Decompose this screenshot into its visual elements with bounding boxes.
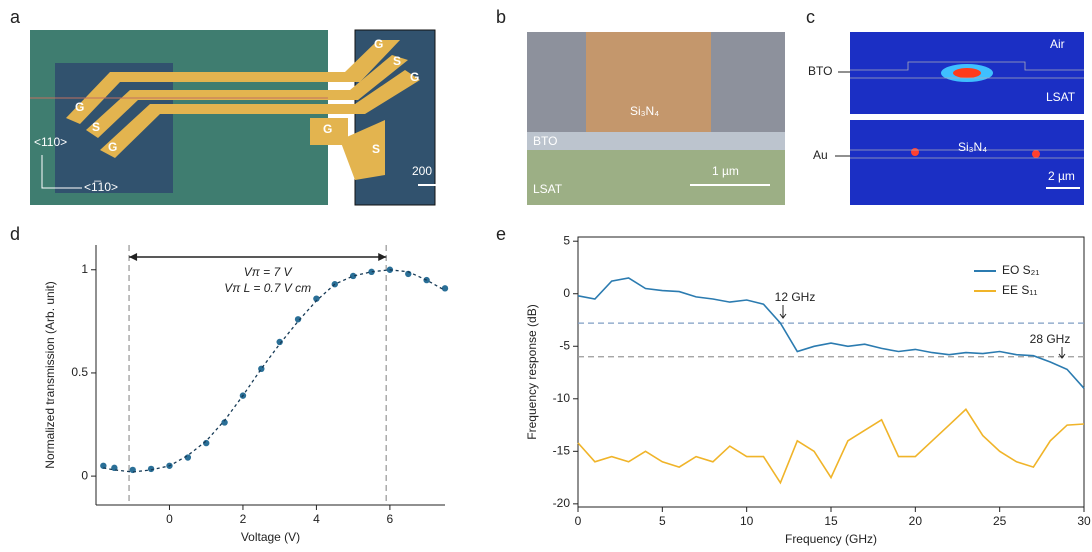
panel-letter: d xyxy=(10,224,20,244)
panel-letter: c xyxy=(806,7,815,27)
x-tick-label: 4 xyxy=(313,512,320,526)
mode-field xyxy=(953,68,981,78)
pad-label: S xyxy=(92,120,100,134)
material-label: LSAT xyxy=(1046,90,1076,104)
scale-label: 2 µm xyxy=(1048,169,1075,183)
field-hotspot xyxy=(911,148,919,156)
x-tick-label: 0 xyxy=(575,514,582,528)
material-label: Si₃N₄ xyxy=(630,104,659,118)
material-label: BTO xyxy=(808,64,832,78)
field-hotspot xyxy=(1032,150,1040,158)
y-tick-label: -5 xyxy=(559,338,570,352)
pad-label: G xyxy=(75,100,84,114)
figure: a G S G G S G G S <110> <1̅10> 200 µm b … xyxy=(0,0,1092,547)
data-point xyxy=(185,454,191,460)
field-plot xyxy=(850,120,1084,205)
material-label: LSAT xyxy=(533,182,563,196)
scale-label: 1 µm xyxy=(712,164,739,178)
pad-label: G xyxy=(374,37,383,51)
series-line xyxy=(103,270,445,472)
lsat-substrate xyxy=(527,150,785,205)
panel-letter: a xyxy=(10,7,21,27)
legend-label: EO S₂₁ xyxy=(1002,263,1039,277)
x-tick-label: 10 xyxy=(740,514,754,528)
material-label: Si₃N₄ xyxy=(958,140,987,154)
x-axis-label: Frequency (GHz) xyxy=(785,532,877,546)
x-tick-label: 5 xyxy=(659,514,666,528)
pad-label: G xyxy=(108,140,117,154)
x-tick-label: 20 xyxy=(909,514,923,528)
annotation: 28 GHz xyxy=(1030,332,1071,346)
annotation-arrow xyxy=(780,305,786,318)
series-line xyxy=(578,409,1084,483)
bto-layer xyxy=(527,132,785,150)
plot-frame xyxy=(578,237,1084,507)
y-tick-label: -15 xyxy=(553,443,571,457)
y-tick-label: 5 xyxy=(563,233,570,247)
y-tick-label: 0 xyxy=(563,286,570,300)
y-axis-label: Frequency response (dB) xyxy=(525,304,539,439)
x-tick-label: 2 xyxy=(240,512,247,526)
x-axis-label: Voltage (V) xyxy=(241,530,300,544)
x-tick-label: 0 xyxy=(166,512,173,526)
y-tick-label: -10 xyxy=(553,391,571,405)
x-tick-label: 6 xyxy=(387,512,394,526)
scale-label: 200 µm xyxy=(412,164,452,178)
data-point xyxy=(442,285,448,291)
axis-label: <1̅10> xyxy=(84,180,118,194)
y-tick-label: 0 xyxy=(81,468,88,482)
y-tick-label: 1 xyxy=(81,262,88,276)
y-axis-label: Normalized transmission (Arb. unit) xyxy=(43,281,57,468)
axis-label: <110> xyxy=(34,135,67,149)
panel-letter: b xyxy=(496,7,506,27)
pad-label: G xyxy=(410,70,419,84)
material-label: Au xyxy=(813,148,828,162)
x-tick-label: 25 xyxy=(993,514,1007,528)
x-tick-label: 30 xyxy=(1077,514,1091,528)
y-tick-label: 0.5 xyxy=(71,365,88,379)
panel-letter: e xyxy=(496,224,506,244)
legend-label: EE S₁₁ xyxy=(1002,283,1037,297)
y-tick-label: -20 xyxy=(553,496,571,510)
annotation: Vπ L = 0.7 V cm xyxy=(224,281,311,295)
pad-label: S xyxy=(393,54,401,68)
pad-label: G xyxy=(323,122,332,136)
x-tick-label: 15 xyxy=(824,514,838,528)
annotation: Vπ = 7 V xyxy=(244,265,293,279)
material-label: BTO xyxy=(533,134,557,148)
material-label: Air xyxy=(1050,37,1065,51)
annotation: 12 GHz xyxy=(775,290,816,304)
pad-label: S xyxy=(372,142,380,156)
